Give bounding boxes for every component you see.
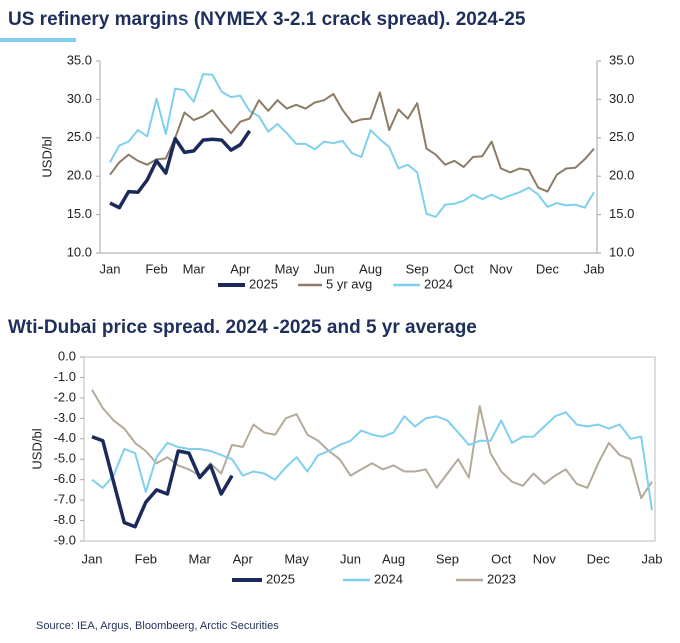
x-tick-label: Jab	[642, 551, 663, 566]
y-tick-label: -9.0	[54, 532, 76, 547]
y-tick-label: -1.0	[54, 369, 76, 384]
y-tick-label: -3.0	[54, 410, 76, 425]
legend-label: 2023	[487, 571, 516, 586]
series-line	[109, 91, 595, 193]
series-line	[109, 129, 252, 210]
y-tick-label: -8.0	[54, 512, 76, 527]
legend-label: 2025	[249, 276, 278, 291]
chart-title: US refinery margins (NYMEX 3-2.1 crack s…	[8, 9, 526, 30]
y-tick-label: 0.0	[58, 348, 76, 363]
legend-label: 2024	[424, 276, 453, 291]
x-tick-label: Sep	[436, 551, 459, 566]
x-tick-label: Feb	[135, 551, 157, 566]
legend-label: 5 yr avg	[326, 276, 372, 291]
y-tick-label: 35.0	[67, 52, 92, 67]
y2-tick-label: 20.0	[609, 168, 634, 183]
x-tick-label: Nov	[533, 551, 557, 566]
y2-tick-label: 30.0	[609, 91, 634, 106]
x-tick-label: Jab	[584, 261, 605, 276]
x-tick-label: Jan	[100, 261, 121, 276]
x-tick-label: Mar	[183, 261, 206, 276]
y-tick-label: -2.0	[54, 389, 76, 404]
y-tick-label: 20.0	[67, 168, 92, 183]
x-tick-label: Apr	[233, 551, 254, 566]
y-tick-label: -6.0	[54, 471, 76, 486]
series-line	[91, 411, 653, 511]
x-tick-label: Nov	[489, 261, 513, 276]
series-line	[109, 73, 595, 218]
x-tick-label: Oct	[491, 551, 512, 566]
x-tick-label: Jun	[340, 551, 361, 566]
x-tick-label: Apr	[230, 261, 251, 276]
plot-frame	[83, 356, 656, 542]
y-tick-label: 30.0	[67, 91, 92, 106]
x-tick-label: Oct	[454, 261, 475, 276]
y2-tick-label: 10.0	[609, 244, 634, 259]
x-tick-label: Feb	[145, 261, 167, 276]
y-tick-label: -4.0	[54, 430, 76, 445]
x-tick-label: Aug	[382, 551, 405, 566]
y-axis-label: USD/bl	[39, 136, 54, 177]
y-tick-label: 10.0	[67, 244, 92, 259]
x-tick-label: Mar	[188, 551, 211, 566]
y2-tick-label: 25.0	[609, 129, 634, 144]
x-tick-label: Sep	[406, 261, 429, 276]
x-tick-label: May	[284, 551, 309, 566]
y2-tick-label: 35.0	[609, 52, 634, 67]
series-line	[91, 389, 653, 500]
y-axis-label: USD/bl	[29, 428, 44, 469]
y-tick-label: -5.0	[54, 451, 76, 466]
source-note: Source: IEA, Argus, Bloombeerg, Arctic S…	[36, 620, 279, 632]
title-accent	[0, 38, 76, 42]
plot-frame	[99, 61, 598, 254]
series-line	[91, 435, 234, 529]
y-tick-label: -7.0	[54, 492, 76, 507]
legend-label: 2024	[374, 571, 403, 586]
y2-tick-label: 15.0	[609, 206, 634, 221]
x-tick-label: Dec	[587, 551, 611, 566]
x-tick-label: Jan	[82, 551, 103, 566]
legend-label: 2025	[266, 571, 295, 586]
y-tick-label: 15.0	[67, 206, 92, 221]
x-tick-label: Aug	[359, 261, 382, 276]
x-tick-label: Dec	[536, 261, 560, 276]
x-tick-label: Jun	[314, 261, 335, 276]
y-tick-label: 25.0	[67, 129, 92, 144]
chart-title: Wti-Dubai price spread. 2024 -2025 and 5…	[8, 317, 477, 338]
x-tick-label: May	[275, 261, 300, 276]
